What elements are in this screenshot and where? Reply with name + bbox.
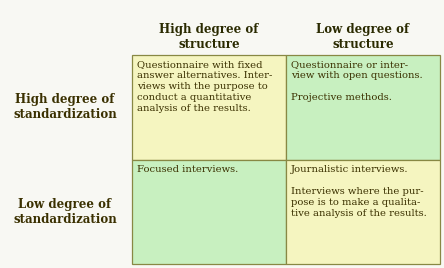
Text: Low degree of
standardization: Low degree of standardization [13, 198, 117, 226]
Text: Questionnaire or inter-
view with open questions.

Projective methods.: Questionnaire or inter- view with open q… [291, 60, 423, 102]
Text: Low degree of
structure: Low degree of structure [317, 23, 409, 51]
Text: Journalistic interviews.

Interviews where the pur-
pose is to make a qualita-
t: Journalistic interviews. Interviews wher… [291, 165, 427, 218]
Text: Questionnaire with fixed
answer alternatives. Inter-
views with the purpose to
c: Questionnaire with fixed answer alternat… [137, 60, 272, 113]
Bar [132, 55, 286, 159]
Text: High degree of
standardization: High degree of standardization [13, 93, 117, 121]
Bar [286, 55, 440, 159]
Bar [132, 159, 286, 264]
Text: Focused interviews.: Focused interviews. [137, 165, 238, 173]
Bar [286, 159, 440, 264]
Text: High degree of
structure: High degree of structure [159, 23, 259, 51]
